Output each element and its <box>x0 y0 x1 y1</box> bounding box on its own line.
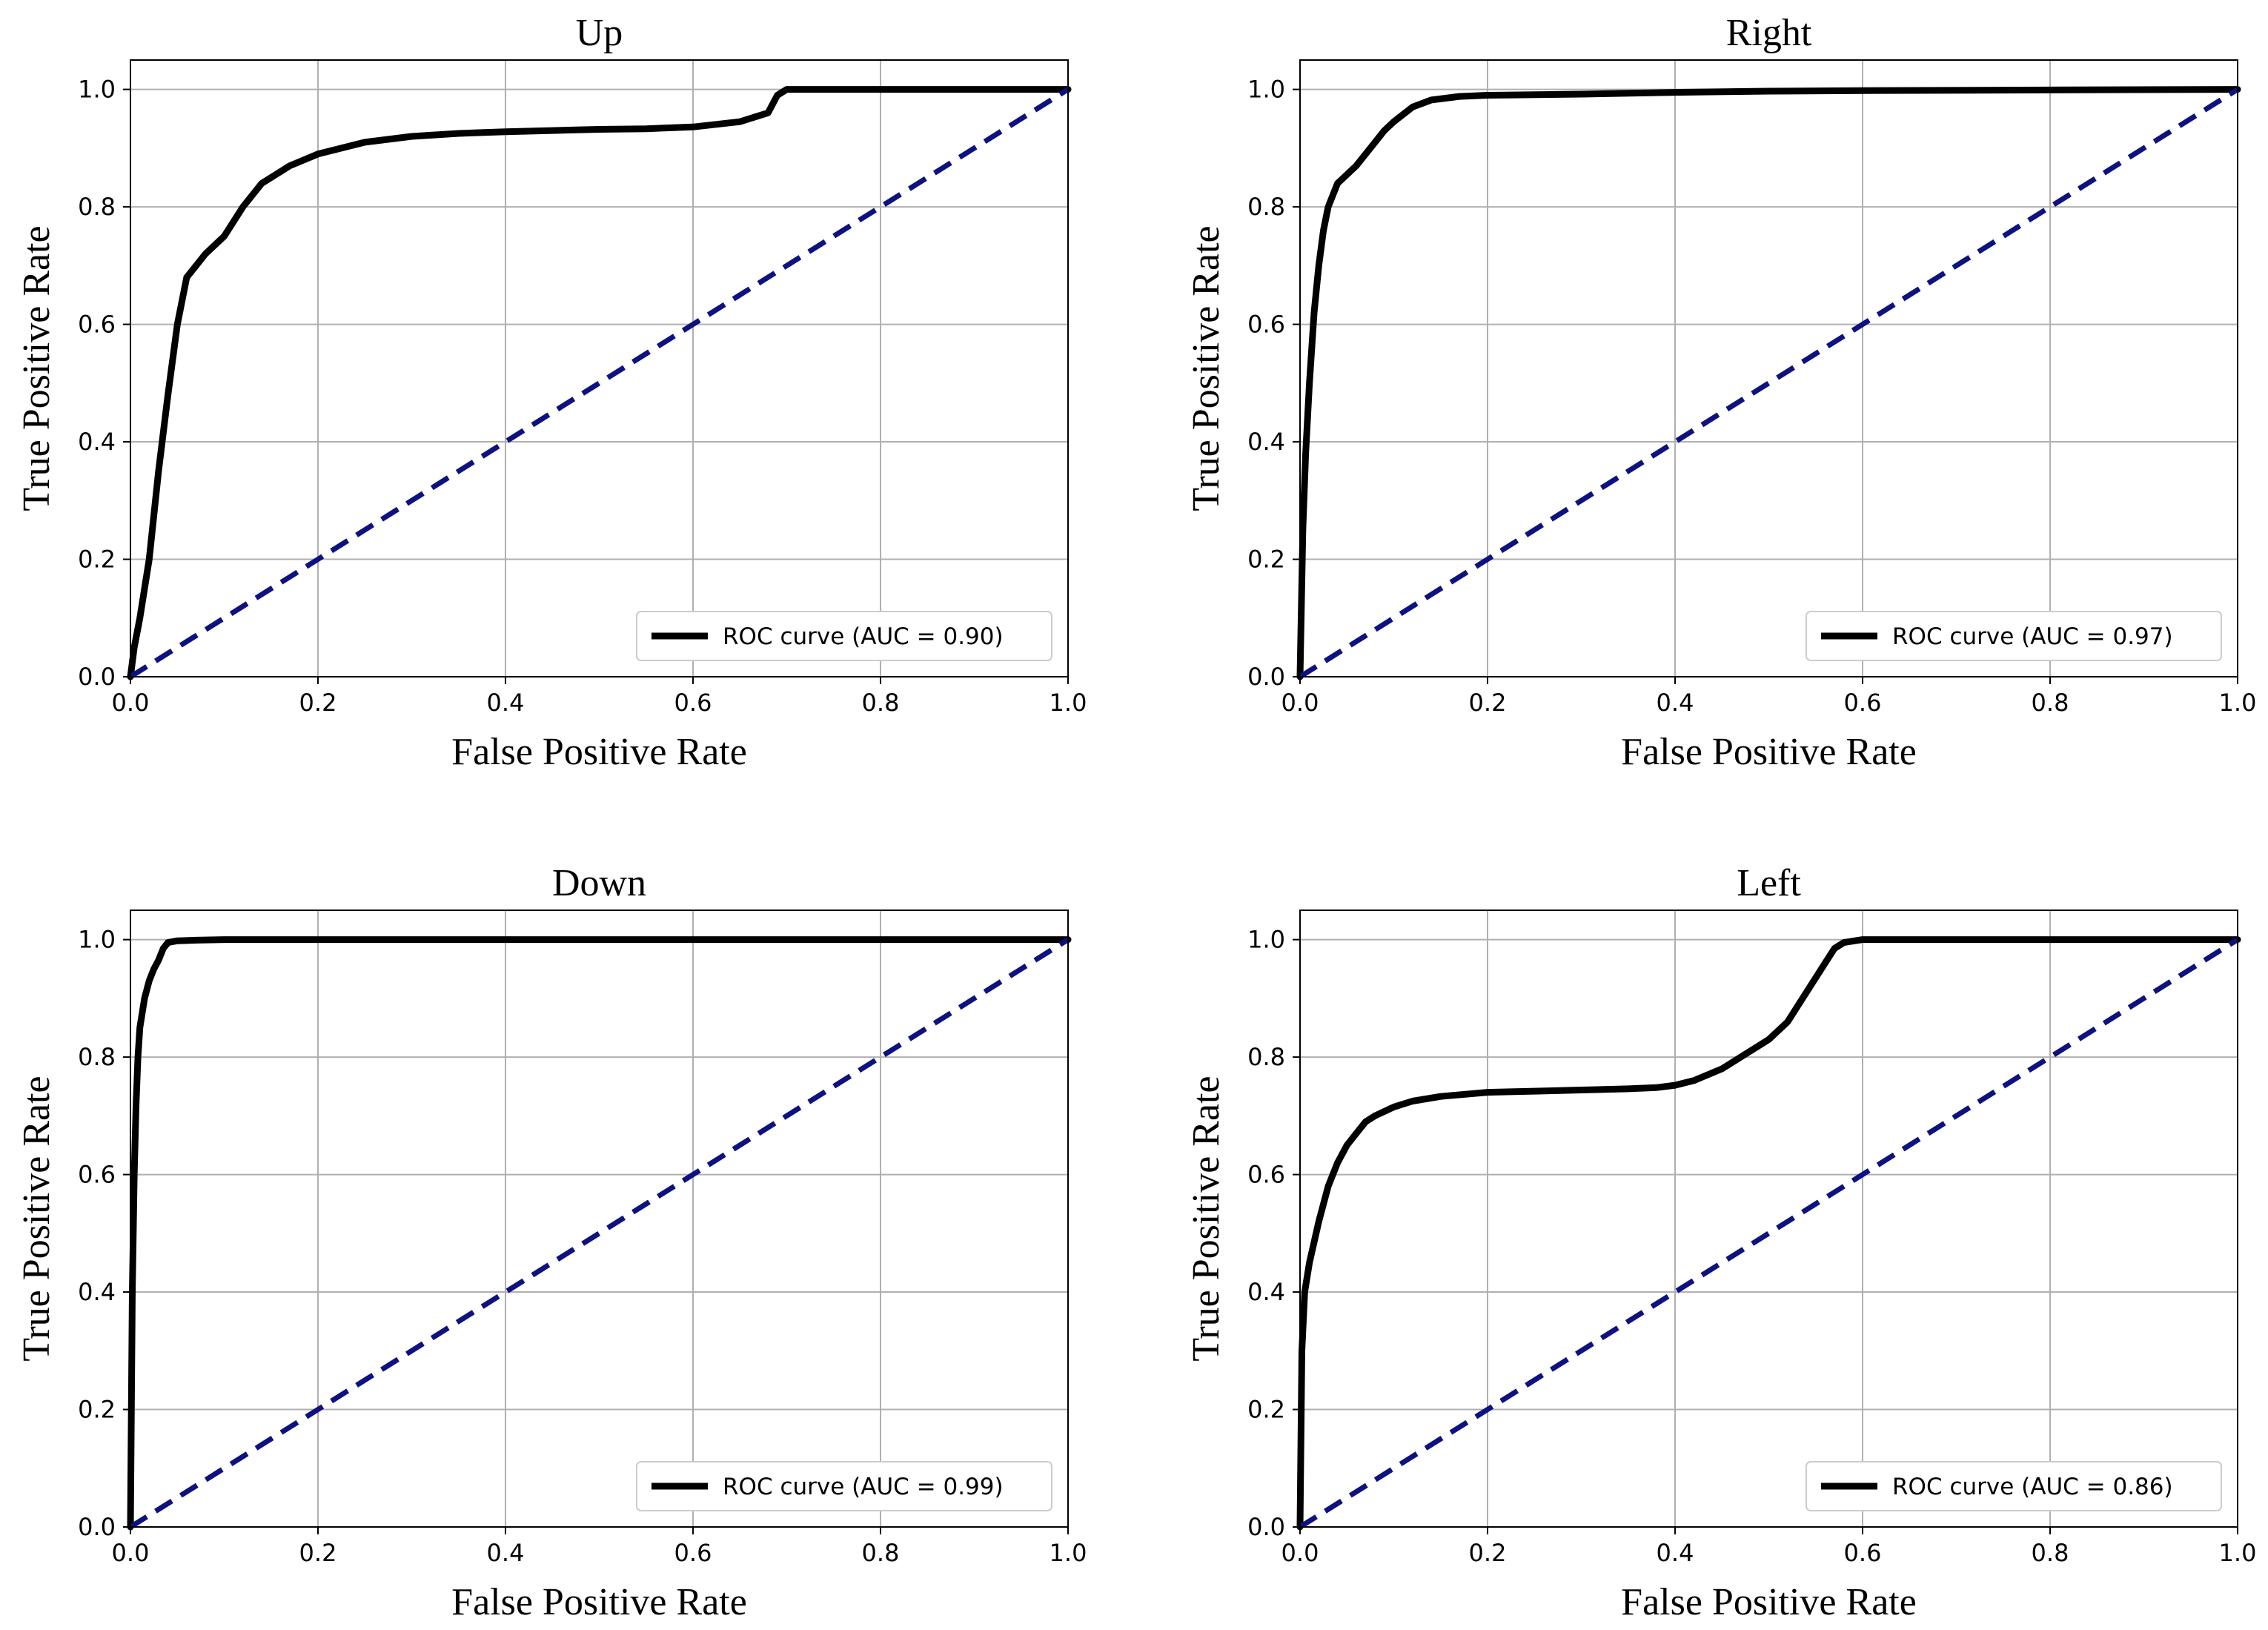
roc-curve-line <box>1296 86 2241 680</box>
subplot-title: Left <box>1737 862 1801 904</box>
x-tick-label: 0.4 <box>487 1539 525 1567</box>
x-tick-label: 1.0 <box>1050 689 1087 717</box>
y-tick-label: 0.8 <box>78 1043 116 1071</box>
x-axis-label: False Positive Rate <box>451 1581 747 1623</box>
subplot-left: 0.00.0 0.2 0.2 0.4 0.4 0.6 0.6 0.8 0.8 1.0 1.0 Lef… <box>1185 862 2256 1623</box>
axes-frame <box>1299 59 2238 677</box>
chance-diagonal-line <box>129 937 1070 1529</box>
plot-layer: 0.00.0 0.2 0.2 0.4 0.4 0.6 0.6 0.8 0.8 1.0 1.0 <box>1247 910 2256 1567</box>
legend-box <box>1806 611 2222 661</box>
axes-frame <box>1299 910 2238 1528</box>
plot-layer: 0.00.0 0.2 0.2 0.4 0.4 0.6 0.6 0.8 0.8 1.0 1.0 <box>78 59 1087 717</box>
x-tick-label: 0.4 <box>1657 1539 1694 1567</box>
subplot-title: Up <box>576 12 623 54</box>
y-tick-label: 0.0 <box>78 1513 116 1541</box>
y-tick-label: 0.4 <box>1247 1278 1285 1306</box>
legend-box <box>636 1461 1052 1511</box>
legend-label: ROC curve (AUC = 0.97) <box>1892 623 2173 650</box>
x-tick-label: 0.2 <box>299 1539 337 1567</box>
y-axis-label: True Positive Rate <box>1185 225 1227 511</box>
x-tick-label: 0.4 <box>1657 689 1694 717</box>
x-tick-label: 0.8 <box>2032 689 2069 717</box>
x-tick-label: 0.8 <box>862 689 900 717</box>
y-tick-label: 0.6 <box>1247 1161 1285 1189</box>
y-tick-label: 0.0 <box>1247 663 1285 691</box>
x-tick-label: 0.6 <box>1844 1539 1882 1567</box>
roc-curve-line <box>1296 936 2241 1531</box>
x-tick-label: 0.0 <box>112 689 150 717</box>
x-tick-label: 0.8 <box>2032 1539 2069 1567</box>
y-tick-label: 0.2 <box>1247 1396 1285 1424</box>
chance-diagonal-line <box>1299 87 2239 679</box>
x-axis-label: False Positive Rate <box>451 731 747 773</box>
y-axis-label: True Positive Rate <box>16 225 58 511</box>
subplot-up: 0.00.00.20.20.40.40.60.60.80.81.01.0 Up … <box>16 12 1087 773</box>
y-tick-label: 1.0 <box>1247 926 1285 954</box>
axes-frame <box>130 910 1069 1528</box>
y-tick-label: 0.8 <box>1247 1043 1285 1071</box>
x-axis-label: False Positive Rate <box>1621 1581 1917 1623</box>
subplot-title: Down <box>552 862 646 904</box>
y-tick-label: 0.4 <box>78 428 116 456</box>
y-tick-label: 0.8 <box>1247 193 1285 221</box>
x-tick-label: 0.6 <box>674 689 712 717</box>
subplot-down: 0.00.0 0.2 0.2 0.4 0.4 0.6 0.6 0.8 0.8 1.0 1.0 Dow… <box>16 862 1087 1623</box>
y-axis-label: True Positive Rate <box>16 1076 58 1361</box>
chance-diagonal-line <box>129 87 1070 679</box>
y-tick-label: 0.2 <box>78 1396 116 1424</box>
subplot-title: Right <box>1726 12 1812 54</box>
legend-label: ROC curve (AUC = 0.90) <box>723 623 1004 650</box>
legend-label: ROC curve (AUC = 0.99) <box>723 1474 1004 1500</box>
chance-diagonal-line <box>1299 937 2239 1529</box>
y-tick-label: 0.6 <box>1247 311 1285 339</box>
x-tick-label: 0.6 <box>674 1539 712 1567</box>
x-tick-label: 1.0 <box>2219 689 2257 717</box>
x-tick-label: 0.6 <box>1844 689 1882 717</box>
y-axis-label: True Positive Rate <box>1185 1076 1227 1361</box>
roc-curve-line <box>127 936 1072 1531</box>
roc-curve-line <box>127 86 1072 680</box>
subplot-right: 0.00.0 0.2 0.2 0.4 0.4 0.6 0.6 0.8 0.8 1.0 1.0 Rig… <box>1185 12 2256 773</box>
legend-box <box>1806 1461 2222 1511</box>
y-tick-label: 0.6 <box>78 311 116 339</box>
x-tick-label: 0.2 <box>1469 689 1507 717</box>
x-tick-label: 1.0 <box>2219 1539 2257 1567</box>
y-tick-label: 0.2 <box>78 546 116 574</box>
y-tick-label: 0.2 <box>1247 546 1285 574</box>
x-tick-label: 0.4 <box>487 689 525 717</box>
y-tick-label: 0.4 <box>78 1278 116 1306</box>
y-tick-label: 1.0 <box>1247 76 1285 104</box>
x-tick-label: 0.2 <box>1469 1539 1507 1567</box>
x-tick-label: 0.8 <box>862 1539 900 1567</box>
y-tick-label: 0.0 <box>78 663 116 691</box>
plot-layer: 0.00.0 0.2 0.2 0.4 0.4 0.6 0.6 0.8 0.8 1.0 1.0 <box>78 910 1087 1567</box>
y-tick-label: 0.8 <box>78 193 116 221</box>
x-tick-label: 1.0 <box>1050 1539 1087 1567</box>
x-axis-label: False Positive Rate <box>1621 731 1917 773</box>
x-tick-label: 0.0 <box>1281 689 1319 717</box>
axes-frame <box>130 59 1069 677</box>
y-tick-label: 1.0 <box>78 76 116 104</box>
legend-label: ROC curve (AUC = 0.86) <box>1892 1474 2173 1500</box>
x-tick-label: 0.0 <box>1281 1539 1319 1567</box>
y-tick-label: 1.0 <box>78 926 116 954</box>
y-tick-label: 0.4 <box>1247 428 1285 456</box>
x-tick-label: 0.2 <box>299 689 337 717</box>
plot-layer: 0.00.0 0.2 0.2 0.4 0.4 0.6 0.6 0.8 0.8 1.0 1.0 <box>1247 59 2257 717</box>
y-tick-label: 0.0 <box>1247 1513 1285 1541</box>
legend-box <box>636 611 1052 661</box>
y-tick-label: 0.6 <box>78 1161 116 1189</box>
x-tick-label: 0.0 <box>112 1539 150 1567</box>
